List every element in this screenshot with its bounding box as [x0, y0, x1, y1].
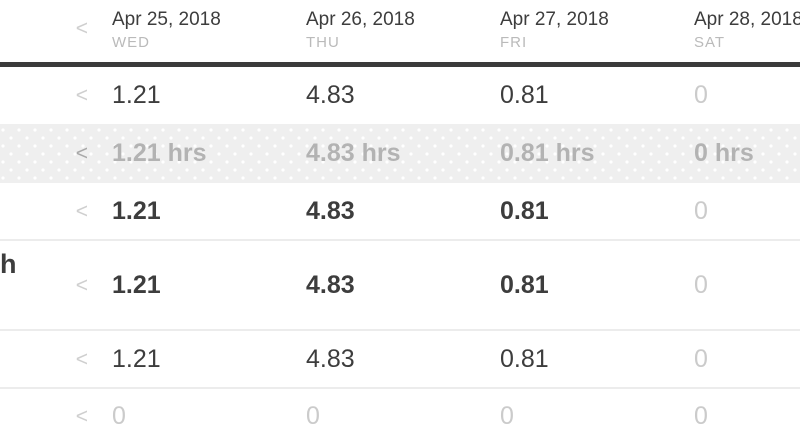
scroll-row-left-chevron-icon[interactable]: < [75, 273, 88, 297]
metric-row: < 1.21 4.83 0.81 0 [0, 331, 800, 389]
row-gutter: < [0, 201, 112, 222]
metric-value-cell: 0.81 [500, 81, 549, 109]
row-gutter: < [0, 349, 112, 370]
metric-value-cell: 1.21 [112, 196, 161, 225]
date-label: Apr 26, 2018 [306, 9, 415, 30]
scroll-dates-left-chevron-icon[interactable]: < [75, 17, 88, 40]
metric-value-cell: 0 [112, 401, 126, 430]
weekday-label: SAT [694, 34, 726, 51]
metric-value-cell: 0.81 [500, 270, 549, 299]
weekday-label: FRI [500, 34, 528, 51]
metric-value-cell: 4.83 hrs [306, 139, 401, 167]
date-label: Apr 25, 2018 [112, 9, 221, 30]
scroll-row-left-chevron-icon[interactable]: < [75, 142, 88, 165]
metric-value-cell: 0 [694, 344, 708, 373]
scroll-row-left-chevron-icon[interactable]: < [75, 404, 88, 428]
metric-value-cell: 0 [694, 401, 708, 430]
metric-row: h < 1.21 4.83 0.81 0 [0, 241, 800, 331]
metric-value-cell: 0.81 [500, 196, 549, 225]
row-gutter: < [0, 406, 112, 427]
metric-value-cell: 0.81 [500, 344, 549, 373]
scroll-row-left-chevron-icon[interactable]: < [75, 84, 88, 107]
metric-row: < 1.21 4.83 0.81 0 [0, 183, 800, 241]
scroll-row-left-chevron-icon[interactable]: < [75, 199, 88, 223]
metric-value-cell: 0 [500, 401, 514, 430]
date-label: Apr 27, 2018 [500, 9, 609, 30]
header-gutter: < [0, 9, 112, 39]
metric-value-cell: 0.81 hrs [500, 139, 595, 167]
weekday-label: WED [112, 34, 150, 51]
metric-value-cell: 0 [694, 270, 708, 299]
scroll-row-left-chevron-icon[interactable]: < [75, 347, 88, 371]
date-label: Apr 28, 2018 [694, 9, 800, 30]
metric-value-cell: 1.21 [112, 270, 161, 299]
metric-value-cell: 4.83 [306, 81, 355, 109]
metric-value-cell: 4.83 [306, 270, 355, 299]
date-header-row: < Apr 25, 2018 WED Apr 26, 2018 THU Apr … [0, 0, 800, 67]
date-column-header: Apr 27, 2018 FRI [500, 9, 694, 51]
row-label-truncated: h [0, 249, 17, 279]
metric-row: < 0 0 0 0 [0, 389, 800, 440]
row-gutter: < [0, 85, 112, 106]
metric-row-hours: < 1.21 hrs 4.83 hrs 0.81 hrs 0 hrs [0, 124, 800, 183]
metric-value-cell: 0 hrs [694, 139, 754, 167]
row-gutter: < [0, 275, 112, 296]
date-column-header: Apr 26, 2018 THU [306, 9, 500, 51]
metric-value-cell: 0 [694, 81, 708, 109]
metric-value-cell: 1.21 [112, 344, 161, 373]
metric-value-cell: 1.21 [112, 81, 161, 109]
metric-value-cell: 4.83 [306, 196, 355, 225]
metric-value-cell: 1.21 hrs [112, 139, 207, 167]
weekday-label: THU [306, 34, 340, 51]
metric-value-cell: 0 [306, 401, 320, 430]
metric-value-cell: 0 [694, 196, 708, 225]
metric-value-cell: 4.83 [306, 344, 355, 373]
date-column-header: Apr 25, 2018 WED [112, 9, 306, 51]
row-gutter: < [0, 143, 112, 164]
date-column-header: Apr 28, 2018 SAT [694, 9, 800, 51]
metric-row: < 1.21 4.83 0.81 0 [0, 67, 800, 124]
